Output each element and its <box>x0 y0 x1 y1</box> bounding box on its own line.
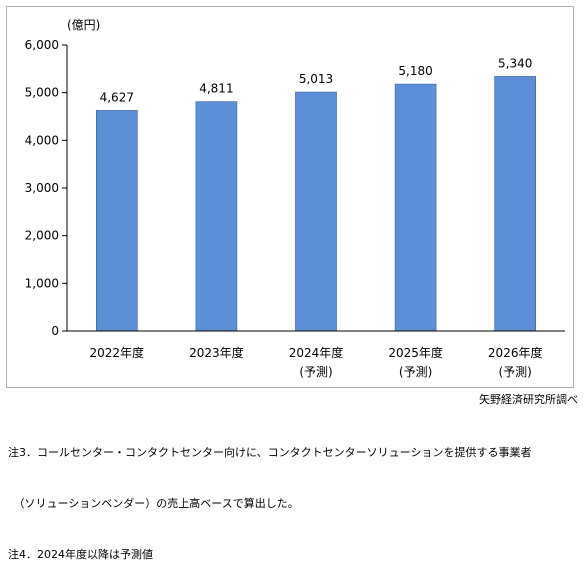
x-tick-sublabel: (予測) <box>399 365 432 379</box>
y-tick-label: 6,000 <box>25 38 59 52</box>
x-tick-label: 2022年度 <box>90 345 145 360</box>
data-label: 4,811 <box>199 82 233 96</box>
bar <box>96 110 138 332</box>
y-axis: 0 1,000 2,000 3,000 4,000 5,000 6,000 <box>25 38 68 338</box>
x-tick-label: 2024年度 <box>289 345 344 360</box>
note-line: （ソリューションベンダー）の売上高ベースで算出した。 <box>8 497 299 510</box>
x-tick-sublabel: (予測) <box>299 365 332 379</box>
notes: 注3．コールセンター・コンタクトセンター向けに、コンタクトセンターソリューション… <box>8 410 531 580</box>
bar <box>494 76 537 332</box>
y-tick-label: 5,000 <box>25 86 59 100</box>
note-line: 注4．2024年度以降は予測値 <box>8 548 153 561</box>
source-credit: 矢野経済研究所調べ <box>479 393 578 406</box>
x-tick-label: 2023年度 <box>189 345 244 360</box>
data-label: 5,013 <box>299 72 333 86</box>
y-tick-label: 2,000 <box>25 229 59 243</box>
note-line: 注3．コールセンター・コンタクトセンター向けに、コンタクトセンターソリューション… <box>8 446 532 459</box>
y-tick-label: 1,000 <box>25 276 59 290</box>
x-axis: 2022年度 2023年度 2024年度 (予測) 2025年度 (予測) 2026年度 (予… <box>67 330 565 379</box>
bar <box>295 91 337 332</box>
data-label: 4,627 <box>100 90 134 104</box>
x-tick-label: 2026年度 <box>488 345 543 360</box>
y-tick-label: 3,000 <box>25 181 59 195</box>
y-tick-label: 0 <box>51 324 59 338</box>
x-tick-sublabel: (予測) <box>499 365 532 379</box>
chart-frame: (億円) 0 1,000 2,000 3,000 4,000 5,000 6,000 4,6… <box>6 6 574 388</box>
bar <box>394 83 437 332</box>
y-tick-label: 4,000 <box>25 133 59 147</box>
bars: 4,627 4,811 5,013 5,180 5,340 <box>96 56 537 332</box>
x-tick-label: 2025年度 <box>388 345 443 360</box>
data-label: 5,180 <box>398 64 432 78</box>
data-label: 5,340 <box>498 56 532 70</box>
bar <box>195 101 238 332</box>
bar-chart: (億円) 0 1,000 2,000 3,000 4,000 5,000 6,000 4,6… <box>25 18 565 379</box>
y-unit-label: (億円) <box>67 18 100 32</box>
